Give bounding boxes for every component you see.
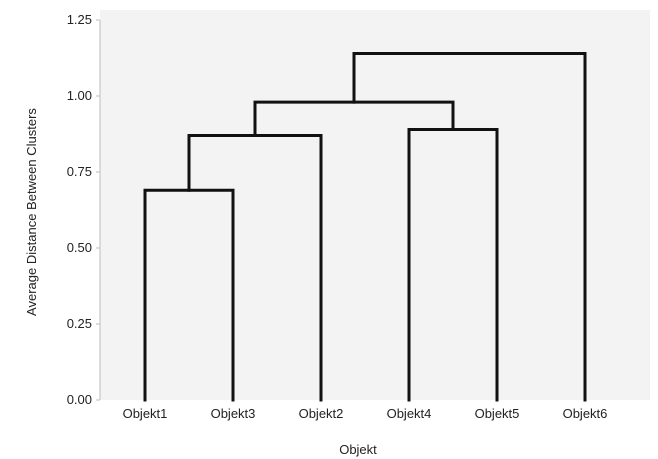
- leaf-label-objekt4: Objekt4: [387, 406, 432, 421]
- dendrogram-link-5: [352, 51, 587, 402]
- y-tick-label: 0.50: [67, 240, 92, 255]
- y-tick-label: 1.25: [67, 12, 92, 27]
- y-tick-label: 1.00: [67, 88, 92, 103]
- x-axis-title: Objekt: [339, 442, 377, 457]
- y-axis-ticks: 0.00 0.25 0.50 0.75 1.00 1.25: [67, 12, 100, 407]
- leaf-label-objekt3: Objekt3: [211, 406, 256, 421]
- leaf-label-objekt5: Objekt5: [475, 406, 520, 421]
- y-tick-label: 0.00: [67, 392, 92, 407]
- leaf-label-objekt6: Objekt6: [563, 406, 608, 421]
- leaf-label-objekt1: Objekt1: [123, 406, 168, 421]
- y-tick-label: 0.25: [67, 316, 92, 331]
- dendrogram-links: [143, 51, 587, 402]
- y-tick-label: 0.75: [67, 164, 92, 179]
- plot-background: [100, 10, 650, 400]
- leaf-labels: Objekt1 Objekt3 Objekt2 Objekt4 Objekt5 Objek…: [123, 406, 608, 421]
- y-axis-title: Average Distance Between Clusters: [24, 108, 39, 316]
- leaf-label-objekt2: Objekt2: [299, 406, 344, 421]
